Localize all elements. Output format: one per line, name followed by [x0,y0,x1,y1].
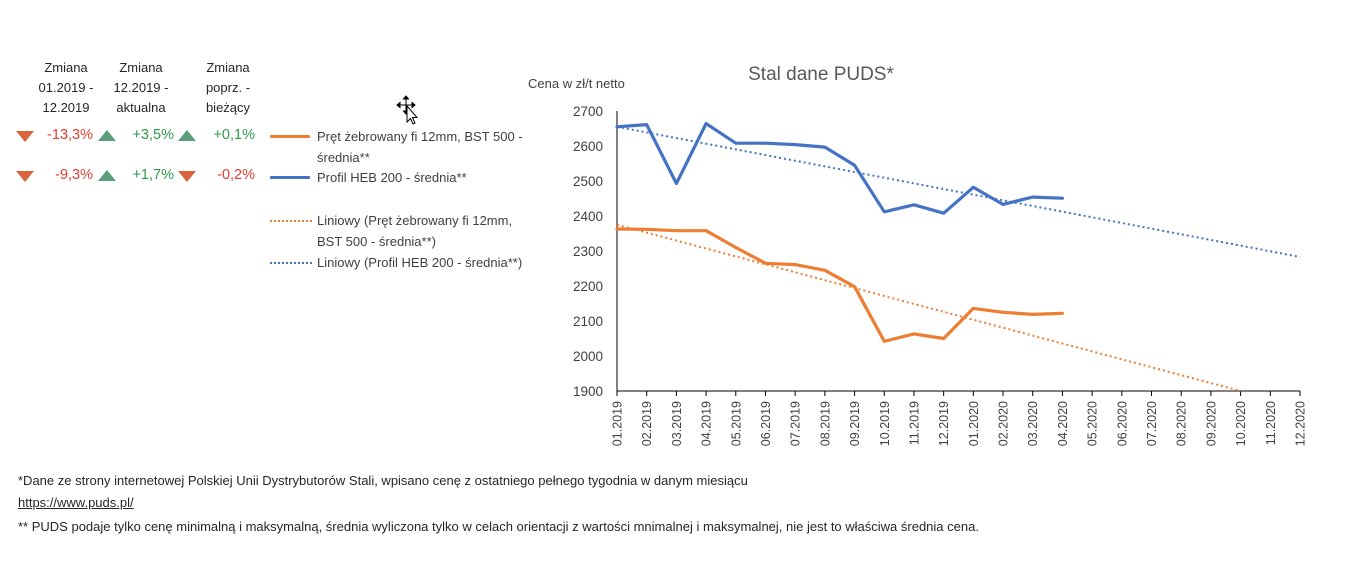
y-tick-label: 1900 [573,384,603,399]
trendlines [617,127,1300,391]
x-tick-label: 09.2019 [848,401,862,446]
move-cursor-icon [396,95,420,125]
y-tick-label: 2100 [573,314,603,329]
data-series [617,124,1063,342]
x-tick-label: 03.2020 [1026,401,1040,446]
price-chart: Stal dane PUDS* Cena w zł/t netto 1900 20… [0,0,1357,470]
y-axis-ticks: 1900 2000 2100 2200 2300 2400 2500 2600 2700 [573,104,603,399]
x-axis: 01.2019 02.2019 03.2019 04.2019 05.2019 06.20… [611,111,1308,446]
y-tick-label: 2000 [573,349,603,364]
footnote-2: ** PUDS podaje tylko cenę minimalną i ma… [18,519,979,534]
x-tick-label: 08.2019 [818,401,832,446]
x-tick-label: 11.2020 [1264,401,1278,445]
trendline-0 [617,225,1241,391]
y-tick-label: 2300 [573,244,603,259]
x-tick-label: 05.2019 [729,401,743,446]
x-tick-label: 08.2020 [1175,401,1189,446]
x-tick-label: 02.2019 [640,401,654,446]
y-tick-label: 2600 [573,139,603,154]
x-tick-label: 07.2019 [789,401,803,446]
chart-title: Stal dane PUDS* [748,64,894,85]
x-tick-label: 04.2019 [700,401,714,446]
y-tick-label: 2700 [573,104,603,119]
x-tick-label: 09.2020 [1204,401,1218,446]
y-tick-label: 2200 [573,279,603,294]
footnote-link-wrap: https://www.puds.pl/ [18,495,134,510]
x-tick-label: 06.2019 [759,401,773,446]
x-tick-label: 07.2020 [1145,401,1159,446]
y-tick-label: 2500 [573,174,603,189]
x-tick-label: 11.2019 [907,401,921,445]
puds-link[interactable]: https://www.puds.pl/ [18,495,134,510]
y-tick-label: 2400 [573,209,603,224]
x-tick-label: 12.2019 [937,401,951,446]
x-tick-label: 02.2020 [997,401,1011,446]
x-tick-label: 01.2020 [967,401,981,446]
footnote-1: *Dane ze strony internetowej Polskiej Un… [18,473,748,488]
x-tick-label: 05.2020 [1086,401,1100,446]
x-tick-label: 10.2020 [1234,401,1248,446]
x-tick-label: 01.2019 [611,401,625,446]
x-tick-label: 12.2020 [1294,401,1308,446]
y-axis-label: Cena w zł/t netto [528,76,625,91]
x-tick-label: 04.2020 [1056,401,1070,446]
x-tick-label: 03.2019 [670,401,684,446]
x-tick-label: 10.2019 [878,401,892,446]
x-tick-label: 06.2020 [1115,401,1129,446]
